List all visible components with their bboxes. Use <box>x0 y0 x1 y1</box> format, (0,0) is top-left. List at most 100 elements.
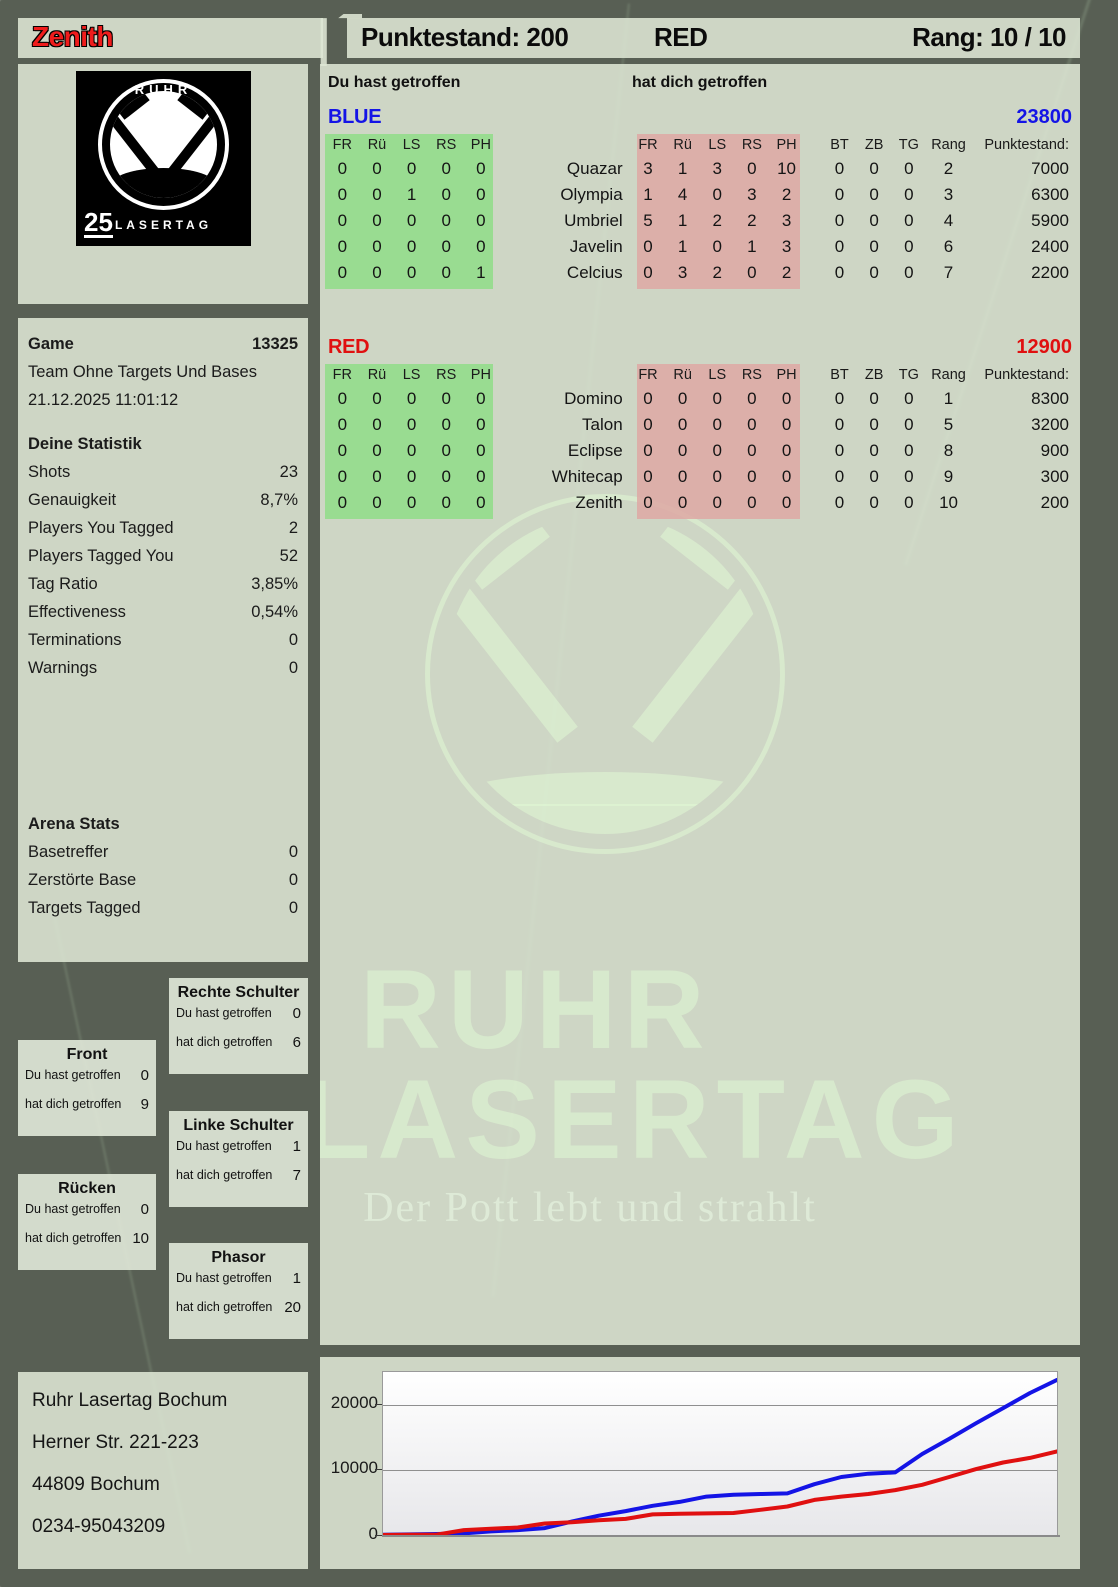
you-hit-cell: 0 <box>372 211 382 230</box>
column-header <box>498 134 630 156</box>
arena-row-label: Zerstörte Base <box>28 871 137 889</box>
spacer <box>804 412 822 438</box>
hit-you-cell: 5 <box>643 211 653 230</box>
arena-title-row: Arena Stats <box>18 812 308 840</box>
you-hit-cell: 0 <box>406 389 417 408</box>
column-header: FR <box>638 367 658 383</box>
hit-you-cell: 1 <box>747 237 757 256</box>
extra-cell: 0 <box>834 415 845 434</box>
stat-row: Effectiveness 0,54% <box>18 600 308 628</box>
player-name: Talon <box>582 415 623 434</box>
column-header: RS <box>436 137 457 153</box>
arena-row-value: 0 <box>288 899 298 917</box>
arena-stats-list: Basetreffer 0 Zerstörte Base 0 Targets Tagge… <box>18 840 308 924</box>
player-name: Quazar <box>566 159 623 178</box>
you-hit-cell: 0 <box>337 263 348 282</box>
column-header: Punktestand: <box>984 367 1069 383</box>
bodypart-hit-row: Du hast getroffen 0 <box>169 1002 308 1031</box>
team-label: RED <box>654 22 708 52</box>
hit-you-cell: 1 <box>643 185 653 204</box>
hit-you-block <box>637 364 800 519</box>
you-hit-cell: 1 <box>406 185 417 204</box>
rank-cell: 1 <box>943 389 954 408</box>
hit-you-cell: 0 <box>781 493 792 512</box>
stat-row-value: 23 <box>279 463 298 481</box>
you-hit-cell: 0 <box>406 159 417 178</box>
bodypart-got-hit-label: hat dich getroffen <box>176 1300 273 1314</box>
stat-row-value: 2 <box>288 519 298 537</box>
column-header: PH <box>776 367 797 383</box>
hit-you-cell: 0 <box>747 415 757 434</box>
column-header: PH <box>470 367 491 383</box>
column-header: FR <box>332 367 352 383</box>
extra-cell: 0 <box>869 389 879 408</box>
logo-panel: RUHR LASERTAG 25 <box>18 64 308 304</box>
bodypart-title: Phasor <box>211 1249 266 1266</box>
score-cell: 7000 <box>1031 159 1069 178</box>
you-hit-cell: 0 <box>476 415 486 434</box>
bodypart-box-linke-schulter: Linke Schulter Du hast getroffen 1 hat dich… <box>169 1111 308 1207</box>
spacer <box>804 438 822 464</box>
stat-row-value: 0 <box>288 631 298 649</box>
player-name: Celcius <box>566 263 623 282</box>
table-row: 0 0 0 0 0 Quazar 3 1 3 0 10 0 0 0 2 7000 <box>325 156 1075 182</box>
spacer <box>804 464 822 490</box>
watermark-line-2: LASERTAG <box>320 1057 966 1182</box>
bodypart-hit-label: Du hast getroffen <box>176 1139 272 1153</box>
extra-cell: 0 <box>834 185 845 204</box>
column-header: ZB <box>864 367 884 383</box>
chart-lines <box>383 1377 1057 1536</box>
extra-cell: 0 <box>834 211 845 230</box>
hit-you-cell: 0 <box>712 185 722 204</box>
hit-you-cell: 0 <box>712 467 722 486</box>
table-row: 0 0 0 0 0 Whitecap 0 0 0 0 0 0 0 0 9 300 <box>325 464 1075 490</box>
you-hit-cell: 0 <box>476 185 486 204</box>
bodypart-box-phasor: Phasor Du hast getroffen 1 hat dich getroff… <box>169 1243 308 1339</box>
stat-row-value: 0,54% <box>251 603 298 621</box>
you-hit-cell: 0 <box>337 159 348 178</box>
scoreboard-panel: RUHR LASERTAG Der Pott lebt und strahlt … <box>320 64 1080 1345</box>
extra-cell: 0 <box>904 415 914 434</box>
rank-cell: 9 <box>943 467 954 486</box>
column-header: PH <box>470 137 491 153</box>
you-hit-cell: 0 <box>372 237 382 256</box>
stats-title-row: Deine Statistik <box>18 432 308 460</box>
logo-bottom-text: LASERTAG <box>114 218 213 232</box>
hit-you-cell: 4 <box>677 185 688 204</box>
stat-row: Terminations 0 <box>18 628 308 656</box>
extra-cell: 0 <box>834 467 845 486</box>
you-hit-cell: 0 <box>337 493 348 512</box>
hit-you-cell: 0 <box>643 237 653 256</box>
you-hit-cell: 0 <box>372 185 382 204</box>
address-line-1: Ruhr Lasertag Bochum <box>32 1390 228 1411</box>
you-hit-cell: 0 <box>441 467 451 486</box>
score-cell: 200 <box>1040 493 1069 512</box>
column-header: LS <box>708 137 727 153</box>
column-header <box>498 364 630 386</box>
extra-cell: 0 <box>869 185 879 204</box>
arena-row-value: 0 <box>288 843 298 861</box>
hit-you-cell: 0 <box>643 467 653 486</box>
extra-cell: 0 <box>834 159 845 178</box>
stats-list: Shots 23 Genauigkeit 8,7% Players You Tagged… <box>18 460 308 684</box>
hit-you-cell: 2 <box>712 263 722 282</box>
stat-row-label: Players You Tagged <box>28 519 174 537</box>
ruhr-lasertag-logo-icon: RUHR LASERTAG 25 <box>76 71 251 246</box>
bodypart-hit-value: 1 <box>292 1138 301 1155</box>
hit-you-cell: 0 <box>747 159 757 178</box>
you-hit-cell: 0 <box>476 211 486 230</box>
column-header: PH <box>776 137 797 153</box>
extra-cell: 0 <box>904 185 914 204</box>
column-header: Punktestand: <box>984 137 1069 153</box>
chart-series-blue <box>383 1377 1057 1536</box>
arena-row: Targets Tagged 0 <box>18 896 308 924</box>
you-hit-cell: 0 <box>406 415 417 434</box>
you-hit-cell: 0 <box>372 493 382 512</box>
hit-you-cell: 0 <box>781 441 792 460</box>
legend-you-hit: Du hast getroffen <box>328 74 461 91</box>
hit-you-cell: 0 <box>747 263 757 282</box>
stat-row-value: 0 <box>288 659 298 677</box>
score-timeline-chart: 0 10000 20000 <box>320 1357 1080 1569</box>
extra-cell: 0 <box>904 237 914 256</box>
arena-row: Zerstörte Base 0 <box>18 868 308 896</box>
